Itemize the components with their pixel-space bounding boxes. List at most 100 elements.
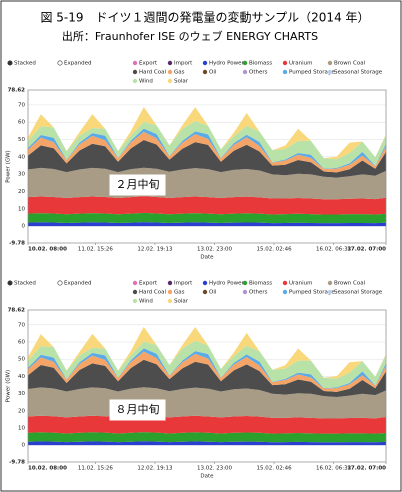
- y-axis-label: Power (GW): [6, 150, 12, 182]
- x-tick-label: 16.02. 06:33: [316, 466, 352, 472]
- legend-swatch: [202, 69, 208, 75]
- y-tick-label: 0: [22, 443, 26, 449]
- annotation-box: [109, 399, 166, 421]
- x-tick-label: 10.02. 08:00: [28, 466, 67, 472]
- legend-label: Wind: [139, 299, 153, 305]
- x-tick-label: 11.02. 15:26: [78, 466, 114, 472]
- legend-label: Hard Coal: [139, 70, 166, 76]
- legend-swatch: [132, 289, 138, 295]
- area-10: [28, 128, 386, 169]
- y-axis-label: Power (GW): [6, 370, 12, 402]
- area-6: [28, 359, 386, 398]
- legend-label: Hydro Power: [209, 61, 245, 67]
- legend-swatch: [132, 298, 138, 304]
- mode-label: Stacked: [14, 281, 36, 287]
- y-tick-label: 20: [18, 408, 25, 414]
- legend-label: Solar: [174, 299, 189, 305]
- y-tick-label: 30: [18, 172, 25, 178]
- legend-swatch: [202, 60, 208, 66]
- legend-label: Solar: [174, 79, 189, 85]
- y-tick-label: 0: [22, 224, 26, 230]
- y-tick-label: 60: [18, 120, 25, 126]
- area-3: [28, 432, 386, 443]
- area-6: [28, 140, 386, 178]
- annotation: ８月中旬: [116, 403, 160, 416]
- legend-label: Pumped Storage: [289, 290, 335, 296]
- legend-swatch: [167, 298, 173, 304]
- source: 出所：Fraunhofer ISE のウェブ ENERGY CHARTS: [62, 29, 318, 43]
- legend-label: Brown Coal: [334, 281, 366, 287]
- legend-label: Others: [249, 290, 268, 296]
- plot-border: [27, 89, 387, 244]
- legend-label: Oil: [209, 70, 217, 76]
- x-tick-label: 17.02. 07:00: [347, 466, 386, 472]
- legend-swatch: [167, 78, 173, 84]
- x-tick-label: 17.02. 07:00: [347, 247, 386, 253]
- x-tick-label: 15.02. 02:46: [256, 466, 292, 472]
- x-tick-label: 15.02. 02:46: [256, 247, 292, 253]
- x-tick-label: 10.02. 08:00: [28, 247, 67, 253]
- legend-swatch: [282, 289, 288, 295]
- y-tick-label: 40: [18, 374, 25, 380]
- legend-swatch: [167, 69, 173, 75]
- legend-swatch: [167, 289, 173, 295]
- legend-label: Import: [174, 281, 193, 287]
- y-tick-label: -9.78: [9, 241, 25, 247]
- area-7: [28, 131, 386, 173]
- annotation: ２月中旬: [116, 178, 160, 191]
- legend-swatch: [242, 60, 248, 66]
- legend-swatch: [132, 78, 138, 84]
- legend-swatch: [327, 69, 333, 75]
- legend-label: Hydro Power: [209, 281, 245, 287]
- plot-border: [27, 309, 387, 463]
- legend-label: Import: [174, 61, 193, 67]
- legend-label: Pumped Storage: [289, 70, 335, 76]
- legend-label: Oil: [209, 290, 217, 296]
- legend-label: Others: [249, 70, 268, 76]
- annotation-box: [109, 174, 166, 196]
- legend-swatch: [132, 69, 138, 75]
- y-tick-label: 60: [18, 340, 25, 346]
- x-tick-label: 11.02. 15:26: [78, 247, 114, 253]
- mode-radio: [57, 280, 63, 286]
- y-tick-label: 10: [18, 425, 25, 431]
- x-tick-label: 12.02. 19:13: [137, 466, 173, 472]
- mode-label: Expanded: [64, 281, 91, 287]
- legend-swatch: [282, 280, 288, 286]
- legend-swatch: [327, 280, 333, 286]
- y-tick-label: 78.62: [8, 88, 26, 94]
- legend-swatch: [242, 69, 248, 75]
- legend-label: Gas: [174, 290, 185, 296]
- mode-radio: [7, 60, 13, 66]
- area-2: [28, 222, 386, 227]
- legend-label: Brown Coal: [334, 61, 366, 67]
- area-10: [28, 348, 386, 389]
- legend-swatch: [242, 289, 248, 295]
- y-tick-label: 20: [18, 189, 25, 195]
- legend-swatch: [167, 280, 173, 286]
- legend-swatch: [282, 60, 288, 66]
- mode-radio: [7, 280, 13, 286]
- x-tick-label: 12.02. 19:13: [137, 247, 173, 253]
- y-tick-label: 50: [18, 357, 25, 363]
- y-tick-label: 40: [18, 154, 25, 160]
- legend-label: Export: [139, 281, 158, 287]
- legend-swatch: [167, 60, 173, 66]
- x-tick-label: 16.02. 06:33: [316, 247, 352, 253]
- mode-label: Stacked: [14, 61, 36, 67]
- y-tick-label: 50: [18, 137, 25, 143]
- legend-swatch: [132, 60, 138, 66]
- mode-radio: [57, 60, 63, 66]
- legend-swatch: [242, 280, 248, 286]
- legend-swatch: [282, 69, 288, 75]
- area-2: [28, 441, 386, 446]
- y-tick-label: 30: [18, 391, 25, 397]
- y-tick-label: 70: [18, 322, 25, 328]
- legend-swatch: [202, 280, 208, 286]
- x-tick-label: 13.02. 23:00: [197, 247, 233, 253]
- legend-label: Biomass: [249, 61, 272, 67]
- area-12: [28, 121, 386, 169]
- y-tick-label: 10: [18, 206, 25, 212]
- legend-label: Hard Coal: [139, 290, 166, 296]
- mode-label: Expanded: [64, 61, 91, 67]
